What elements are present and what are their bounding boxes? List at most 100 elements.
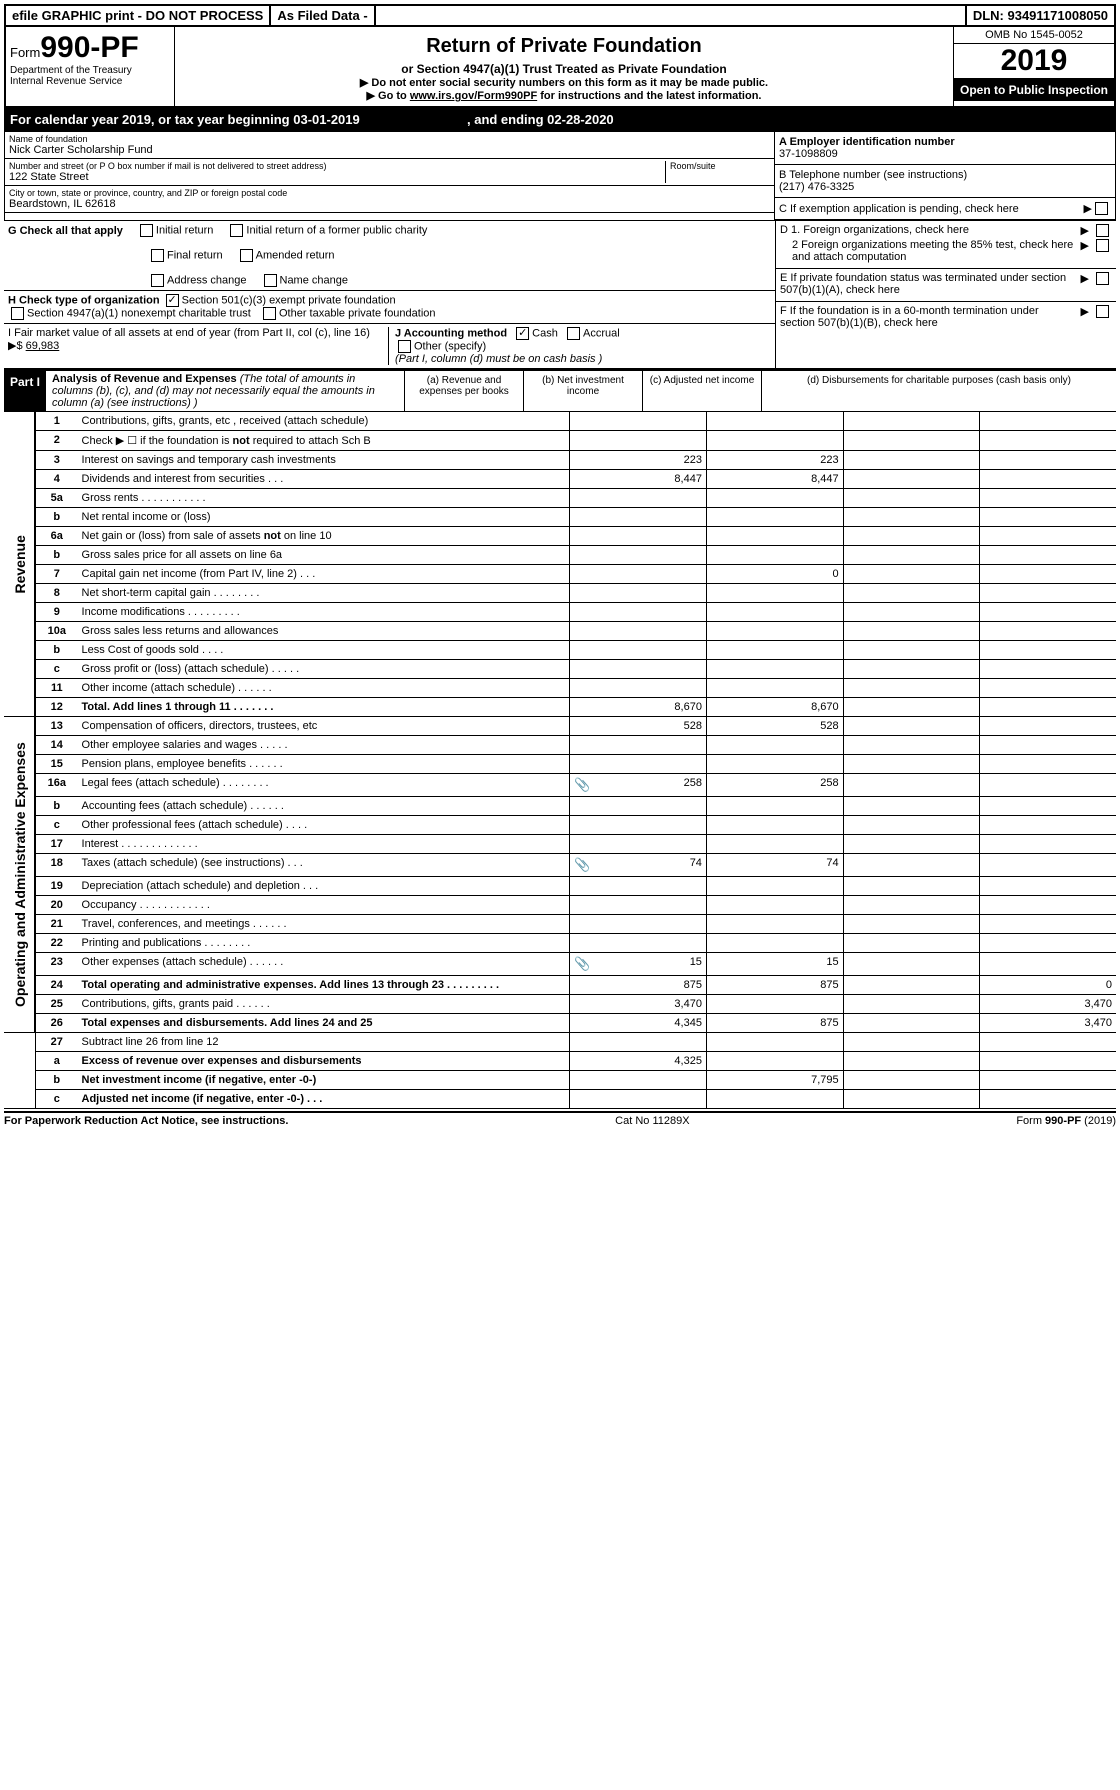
row-val-b [706, 603, 843, 622]
row-val-c [843, 717, 980, 736]
ein-label: A Employer identification number [779, 136, 1111, 148]
instr2-pre: ▶ Go to [367, 90, 410, 102]
col-c-header: (c) Adjusted net income [643, 371, 762, 411]
row-val-dd [980, 774, 1116, 797]
row-description: Printing and publications . . . . . . . … [78, 934, 570, 953]
row-description: Dividends and interest from securities .… [78, 470, 570, 489]
footer-right-pre: Form [1016, 1115, 1045, 1127]
row-val-a [570, 412, 707, 431]
row-number: 2 [35, 431, 78, 451]
irs-link[interactable]: www.irs.gov/Form990PF [410, 90, 537, 102]
form-subtitle: or Section 4947(a)(1) Trust Treated as P… [179, 62, 949, 76]
row-val-dd [980, 660, 1116, 679]
row-val-dd [980, 451, 1116, 470]
row-number: 14 [35, 736, 78, 755]
j-note: (Part I, column (d) must be on cash basi… [395, 353, 602, 365]
row-val-dd: 3,470 [980, 995, 1116, 1014]
j-label: J Accounting method [395, 327, 507, 339]
row-number: 17 [35, 835, 78, 854]
row-val-b: 8,447 [706, 470, 843, 489]
row-val-a [570, 622, 707, 641]
row-description: Other employee salaries and wages . . . … [78, 736, 570, 755]
j-other-checkbox[interactable] [398, 340, 411, 353]
h-501c3-checkbox[interactable]: ✓ [166, 294, 179, 307]
row-number: 6a [35, 527, 78, 546]
c-checkbox[interactable] [1095, 202, 1108, 215]
f-checkbox[interactable] [1096, 305, 1109, 318]
row-val-dd [980, 1071, 1116, 1090]
row-val-b [706, 915, 843, 934]
row-number: 5a [35, 489, 78, 508]
j-accrual-checkbox[interactable] [567, 327, 580, 340]
g-initialformer-checkbox[interactable] [230, 224, 243, 237]
row-val-dd [980, 953, 1116, 976]
row-val-a [570, 603, 707, 622]
row-val-a: 3,470 [570, 995, 707, 1014]
row-val-b [706, 584, 843, 603]
row-val-c [843, 1014, 980, 1033]
row-val-c [843, 679, 980, 698]
row-val-c [843, 953, 980, 976]
row-val-a: 📎 15 [570, 953, 707, 976]
e-checkbox[interactable] [1096, 272, 1109, 285]
row-number: b [35, 546, 78, 565]
d2-checkbox[interactable] [1096, 239, 1109, 252]
row-description: Income modifications . . . . . . . . . [78, 603, 570, 622]
row-description: Gross sales price for all assets on line… [78, 546, 570, 565]
g-initial-checkbox[interactable] [140, 224, 153, 237]
row-val-b [706, 508, 843, 527]
row-description: Capital gain net income (from Part IV, l… [78, 565, 570, 584]
row-val-b [706, 1090, 843, 1109]
attachment-icon[interactable]: 📎 [574, 956, 590, 971]
j-cash-checkbox[interactable]: ✓ [516, 327, 529, 340]
row-val-b [706, 660, 843, 679]
row-val-c [843, 896, 980, 915]
row-val-b [706, 896, 843, 915]
row-val-dd [980, 1090, 1116, 1109]
row-val-a [570, 1090, 707, 1109]
col-d-header: (d) Disbursements for charitable purpose… [762, 371, 1116, 411]
row-number: 27 [35, 1033, 78, 1052]
f-label: F If the foundation is in a 60-month ter… [780, 305, 1077, 329]
row-val-c [843, 995, 980, 1014]
row-description: Subtract line 26 from line 12 [78, 1033, 570, 1052]
row-val-a [570, 877, 707, 896]
g-final-checkbox[interactable] [151, 249, 164, 262]
footer: For Paperwork Reduction Act Notice, see … [4, 1111, 1116, 1129]
row-val-dd [980, 527, 1116, 546]
row-val-c [843, 451, 980, 470]
dept-line2: Internal Revenue Service [10, 76, 170, 87]
row-val-a [570, 934, 707, 953]
row-number: c [35, 660, 78, 679]
footer-left: For Paperwork Reduction Act Notice, see … [4, 1115, 288, 1127]
h-4947-checkbox[interactable] [11, 307, 24, 320]
row-val-b [706, 1052, 843, 1071]
row-val-c [843, 736, 980, 755]
row-description: Interest on savings and temporary cash i… [78, 451, 570, 470]
row-val-b: 74 [706, 854, 843, 877]
row-description: Net rental income or (loss) [78, 508, 570, 527]
attachment-icon[interactable]: 📎 [574, 857, 590, 872]
addr-value: 122 State Street [9, 171, 665, 183]
h-other-checkbox[interactable] [263, 307, 276, 320]
row-val-b: 15 [706, 953, 843, 976]
d1-checkbox[interactable] [1096, 224, 1109, 237]
row-number: b [35, 641, 78, 660]
row-val-b [706, 797, 843, 816]
attachment-icon[interactable]: 📎 [574, 777, 590, 792]
row-val-c [843, 603, 980, 622]
row-number: b [35, 797, 78, 816]
row-val-a [570, 546, 707, 565]
row-val-dd [980, 896, 1116, 915]
row-val-a: 8,670 [570, 698, 707, 717]
row-description: Travel, conferences, and meetings . . . … [78, 915, 570, 934]
g-address-checkbox[interactable] [151, 274, 164, 287]
form-prefix: Form [10, 45, 40, 60]
col-b-header: (b) Net investment income [524, 371, 643, 411]
g-namechg-checkbox[interactable] [264, 274, 277, 287]
g-amended-checkbox[interactable] [240, 249, 253, 262]
form-number: 990-PF [40, 31, 138, 64]
row-val-dd [980, 736, 1116, 755]
row-number: 26 [35, 1014, 78, 1033]
row-val-dd [980, 1033, 1116, 1052]
